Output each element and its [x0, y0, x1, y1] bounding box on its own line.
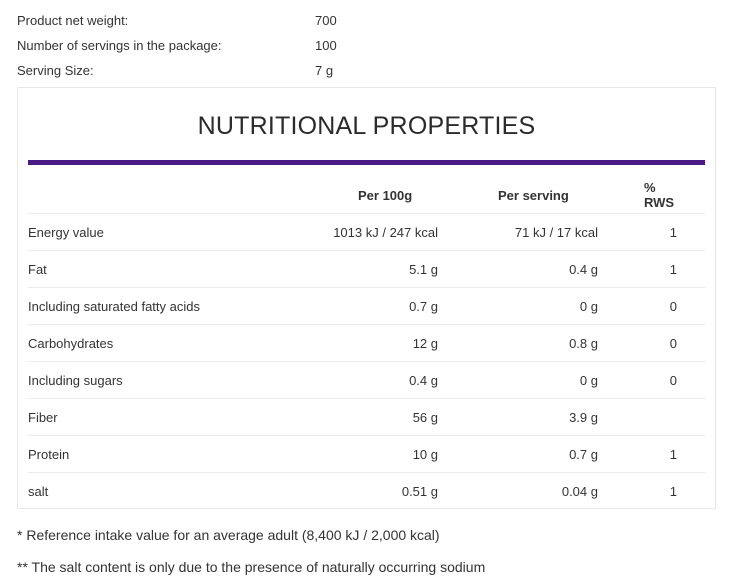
cell-per-serving: 0.04 g [561, 483, 598, 499]
cell-name: Carbohydrates [28, 335, 114, 351]
cell-per-serving: 0 g [579, 372, 598, 388]
table-row: Including saturated fatty acids 0.7 g 0 … [28, 288, 705, 325]
cell-per-100g: 0.7 g [409, 298, 438, 314]
title-divider [28, 160, 705, 165]
cell-per-serving: 3.9 g [569, 409, 598, 425]
cell-per-100g: 12 g [412, 335, 438, 351]
cell-name: Energy value [28, 224, 104, 240]
cell-per-serving: 0.8 g [569, 335, 598, 351]
cell-rws: 1 [669, 224, 677, 240]
cell-per-100g: 5.1 g [409, 261, 438, 277]
table-row: Including sugars 0.4 g 0 g 0 [28, 362, 705, 399]
cell-per-serving: 71 kJ / 17 kcal [514, 224, 598, 240]
cell-per-100g: 0.51 g [401, 483, 438, 499]
product-meta-list: Product net weight: 700 Number of servin… [17, 8, 717, 83]
meta-row-serving-size: Serving Size: 7 g [17, 58, 717, 83]
cell-rws: 0 [669, 335, 677, 351]
footnotes: * Reference intake value for an average … [17, 524, 485, 588]
cell-name: Protein [28, 446, 70, 462]
meta-label: Number of servings in the package: [17, 38, 222, 53]
cell-rws: 0 [669, 298, 677, 314]
nutrition-table: Per 100g Per serving % RWS Energy value … [28, 177, 705, 509]
footnote-salt: ** The salt content is only due to the p… [17, 559, 486, 575]
meta-value: 7 g [315, 63, 334, 78]
table-row: Fiber 56 g 3.9 g [28, 399, 705, 436]
cell-rws: 1 [669, 483, 677, 499]
cell-rws: 1 [669, 446, 677, 462]
cell-name: Including saturated fatty acids [28, 298, 200, 314]
meta-value: 100 [315, 38, 337, 53]
table-row: salt 0.51 g 0.04 g 1 [28, 473, 705, 509]
meta-label: Serving Size: [17, 63, 94, 78]
meta-row-net-weight: Product net weight: 700 [17, 8, 717, 33]
header-per-serving: Per serving [498, 187, 569, 203]
table-row: Protein 10 g 0.7 g 1 [28, 436, 705, 473]
meta-value: 700 [315, 13, 337, 28]
cell-per-serving: 0 g [579, 298, 598, 314]
cell-rws: 1 [669, 261, 677, 277]
meta-label: Product net weight: [17, 13, 129, 28]
table-header-row: Per 100g Per serving % RWS [28, 177, 705, 214]
meta-row-servings: Number of servings in the package: 100 [17, 33, 717, 58]
cell-per-serving: 0.7 g [569, 446, 598, 462]
cell-name: salt [28, 483, 49, 499]
cell-name: Including sugars [28, 372, 123, 388]
footnote-reference-intake: * Reference intake value for an average … [17, 527, 440, 543]
cell-name: Fat [28, 261, 47, 277]
cell-per-100g: 0.4 g [409, 372, 438, 388]
header-rws: % RWS [644, 180, 675, 210]
table-row: Carbohydrates 12 g 0.8 g 0 [28, 325, 705, 362]
header-per-100g: Per 100g [358, 187, 413, 203]
cell-per-100g: 10 g [412, 446, 438, 462]
nutrition-title: NUTRITIONAL PROPERTIES [197, 112, 536, 140]
cell-per-100g: 1013 kJ / 247 kcal [333, 224, 438, 240]
cell-per-100g: 56 g [412, 409, 438, 425]
table-row: Energy value 1013 kJ / 247 kcal 71 kJ / … [28, 214, 705, 251]
cell-per-serving: 0.4 g [569, 261, 598, 277]
table-row: Fat 5.1 g 0.4 g 1 [28, 251, 705, 288]
nutrition-panel: NUTRITIONAL PROPERTIES Per 100g Per serv… [17, 87, 716, 509]
cell-rws: 0 [669, 372, 677, 388]
cell-name: Fiber [28, 409, 58, 425]
